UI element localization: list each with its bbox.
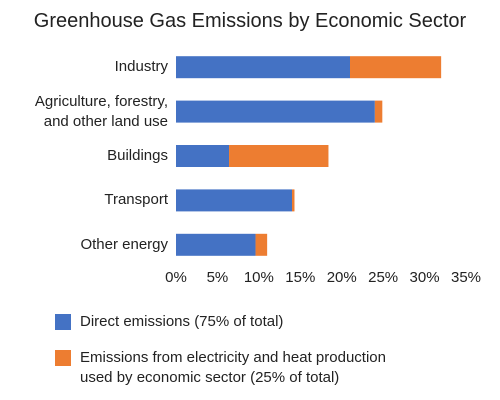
x-tick-label: 10% bbox=[243, 269, 274, 286]
bar-segment bbox=[176, 100, 375, 123]
y-tick-label: Agriculture, forestry, and other land us… bbox=[34, 92, 168, 130]
y-tick-label: Transport bbox=[104, 191, 168, 209]
bar-segment bbox=[176, 189, 292, 212]
legend-label: Direct emissions (75% of total) bbox=[80, 313, 284, 330]
bar-segment bbox=[350, 56, 442, 79]
bar-segment bbox=[374, 100, 383, 123]
y-tick-label: Buildings bbox=[107, 146, 168, 164]
bar-segment bbox=[176, 233, 256, 256]
x-tick-label: 35% bbox=[450, 269, 482, 286]
bar-segment bbox=[176, 145, 230, 167]
x-tick-label: 30% bbox=[409, 269, 440, 286]
legend-label: Emissions from electricity and heat prod… bbox=[80, 349, 386, 387]
bar-segment bbox=[292, 189, 295, 212]
x-tick-label: 25% bbox=[368, 269, 399, 286]
x-tick-label: 5% bbox=[206, 269, 229, 286]
x-tick-label: 0% bbox=[165, 269, 187, 286]
bar-segment bbox=[255, 233, 268, 256]
legend-swatch bbox=[55, 314, 71, 330]
chart-title: Greenhouse Gas Emissions by Economic Sec… bbox=[33, 10, 467, 32]
legend-swatch bbox=[55, 350, 71, 366]
x-tick-label: 20% bbox=[326, 269, 357, 286]
y-tick-label: Industry bbox=[114, 58, 168, 76]
y-tick-label: Other energy bbox=[80, 235, 168, 253]
bar-segment bbox=[229, 145, 329, 167]
bar-segment bbox=[176, 56, 350, 79]
x-tick-label: 15% bbox=[285, 269, 316, 286]
